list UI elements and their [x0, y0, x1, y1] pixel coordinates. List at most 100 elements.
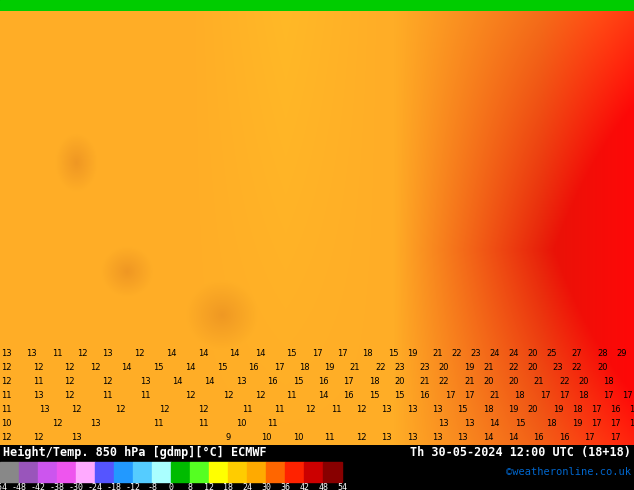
- Text: 0: 0: [169, 483, 174, 490]
- Bar: [228, 462, 247, 482]
- Text: 20: 20: [483, 377, 493, 386]
- Text: 18: 18: [604, 377, 614, 386]
- Text: 18: 18: [369, 377, 379, 386]
- Bar: [190, 462, 209, 482]
- Text: 11: 11: [52, 349, 62, 358]
- Bar: [76, 462, 95, 482]
- Text: Height/Temp. 850 hPa [gdmp][°C] ECMWF: Height/Temp. 850 hPa [gdmp][°C] ECMWF: [3, 446, 267, 459]
- Text: 11: 11: [287, 391, 297, 400]
- Text: 12: 12: [115, 405, 126, 414]
- Text: 12: 12: [65, 363, 75, 372]
- Bar: [133, 462, 152, 482]
- Text: 13: 13: [103, 349, 113, 358]
- Bar: [19, 462, 38, 482]
- Text: 13: 13: [90, 419, 100, 428]
- Text: 17: 17: [610, 433, 620, 441]
- Text: 12: 12: [356, 433, 366, 441]
- Text: 12: 12: [77, 349, 87, 358]
- Text: 16: 16: [268, 377, 278, 386]
- Text: 20: 20: [394, 377, 404, 386]
- Text: 16: 16: [610, 405, 620, 414]
- Text: -42: -42: [30, 483, 46, 490]
- Text: Th 30-05-2024 12:00 UTC (18+18): Th 30-05-2024 12:00 UTC (18+18): [410, 446, 631, 459]
- Bar: [285, 462, 304, 482]
- Text: 24: 24: [242, 483, 252, 490]
- Text: 15: 15: [458, 405, 468, 414]
- Text: 19: 19: [464, 363, 474, 372]
- Text: -12: -12: [126, 483, 141, 490]
- Text: 23: 23: [470, 349, 481, 358]
- Text: 10: 10: [236, 419, 246, 428]
- Text: 22: 22: [559, 377, 569, 386]
- Text: 11: 11: [198, 419, 208, 428]
- Text: 20: 20: [508, 377, 519, 386]
- Text: 11: 11: [33, 377, 43, 386]
- Text: 12: 12: [204, 483, 214, 490]
- Text: -38: -38: [49, 483, 65, 490]
- Text: 22: 22: [508, 363, 519, 372]
- Text: ©weatheronline.co.uk: ©weatheronline.co.uk: [506, 467, 631, 477]
- Text: -54: -54: [0, 483, 8, 490]
- Text: 15: 15: [369, 391, 379, 400]
- Text: 19: 19: [407, 349, 417, 358]
- Bar: [247, 462, 266, 482]
- Bar: [95, 462, 114, 482]
- Text: 24: 24: [489, 349, 500, 358]
- Text: 11: 11: [274, 405, 284, 414]
- Text: 19: 19: [325, 363, 335, 372]
- Text: 17: 17: [559, 391, 569, 400]
- Text: 17: 17: [591, 405, 601, 414]
- Text: 22: 22: [375, 363, 385, 372]
- Text: 17: 17: [312, 349, 322, 358]
- Text: 23: 23: [394, 363, 404, 372]
- Text: 11: 11: [1, 391, 11, 400]
- Text: 21: 21: [464, 377, 474, 386]
- Text: 18: 18: [515, 391, 525, 400]
- Text: 17: 17: [610, 419, 620, 428]
- Text: 13: 13: [382, 405, 392, 414]
- Text: 29: 29: [616, 349, 626, 358]
- Text: 14: 14: [204, 377, 214, 386]
- Bar: [171, 462, 190, 482]
- Text: 15: 15: [293, 377, 303, 386]
- Text: 14: 14: [255, 349, 265, 358]
- Text: 12: 12: [52, 419, 62, 428]
- Text: 12: 12: [65, 377, 75, 386]
- Text: 13: 13: [432, 433, 443, 441]
- Text: 14: 14: [508, 433, 519, 441]
- Text: 17: 17: [623, 391, 633, 400]
- Text: 17: 17: [604, 391, 614, 400]
- Text: 11: 11: [331, 405, 341, 414]
- Text: 13: 13: [39, 405, 49, 414]
- Text: 14: 14: [172, 377, 183, 386]
- Text: 21: 21: [489, 391, 500, 400]
- Text: 11: 11: [242, 405, 252, 414]
- Text: 17: 17: [274, 363, 284, 372]
- Text: 13: 13: [27, 349, 37, 358]
- Text: 13: 13: [382, 433, 392, 441]
- Bar: [304, 462, 323, 482]
- Text: 14: 14: [483, 433, 493, 441]
- Text: 23: 23: [420, 363, 430, 372]
- Text: 18: 18: [299, 363, 309, 372]
- Text: 13: 13: [407, 433, 417, 441]
- Text: 20: 20: [597, 363, 607, 372]
- Text: 13: 13: [33, 391, 43, 400]
- Text: 12: 12: [71, 405, 81, 414]
- Text: 12: 12: [160, 405, 170, 414]
- Text: 22: 22: [572, 363, 582, 372]
- Text: 16: 16: [559, 433, 569, 441]
- Text: 12: 12: [356, 405, 366, 414]
- Text: 11: 11: [1, 405, 11, 414]
- Text: 12: 12: [1, 377, 11, 386]
- Text: 20: 20: [527, 349, 538, 358]
- Text: 14: 14: [318, 391, 328, 400]
- Text: 14: 14: [230, 349, 240, 358]
- Text: 12: 12: [33, 433, 43, 441]
- Text: 54: 54: [337, 483, 347, 490]
- Text: 13: 13: [458, 433, 468, 441]
- Text: 12: 12: [90, 363, 100, 372]
- Text: 14: 14: [489, 419, 500, 428]
- Bar: [57, 462, 76, 482]
- Text: 11: 11: [103, 391, 113, 400]
